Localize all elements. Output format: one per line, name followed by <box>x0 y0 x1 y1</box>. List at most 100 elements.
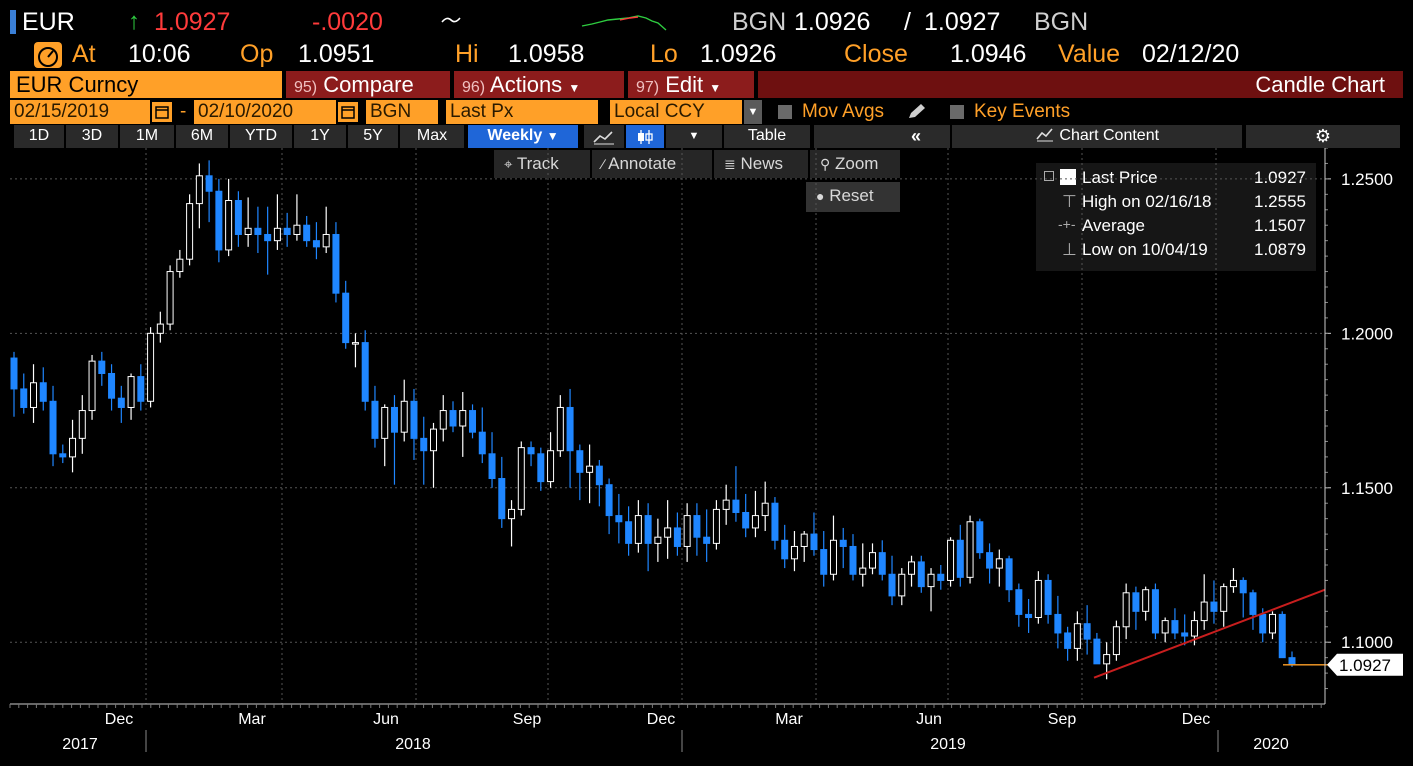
line-chart-icon[interactable] <box>584 125 624 148</box>
candle-body-up <box>869 552 877 569</box>
candle <box>527 441 535 467</box>
candle <box>673 512 681 556</box>
compare-button[interactable]: 95) Compare <box>286 71 450 98</box>
chart-style-dropdown-icon[interactable]: ▼ <box>666 125 722 148</box>
candle-body-up <box>1034 579 1042 619</box>
currency-value: Local CCY <box>614 101 705 122</box>
candle-body-down <box>781 539 789 560</box>
high-value: 1.0958 <box>508 40 585 68</box>
candle <box>69 419 77 473</box>
candle-body-down <box>205 175 213 192</box>
calendar-icon[interactable] <box>152 102 172 122</box>
candle <box>976 518 984 559</box>
candle-body-down <box>644 515 652 544</box>
open-value: 1.0951 <box>298 40 375 68</box>
calendar-icon[interactable] <box>338 102 358 122</box>
gauge-icon[interactable] <box>34 42 62 68</box>
price-field-select[interactable]: Last Px <box>446 100 598 124</box>
chart-content-icon <box>1036 128 1053 142</box>
candle-body-up <box>195 175 203 205</box>
candle-body-down <box>234 200 242 235</box>
candle-body-down <box>693 515 701 538</box>
period-5y[interactable]: 5Y <box>348 125 398 148</box>
candle <box>371 385 379 448</box>
reset-button[interactable]: ● Reset <box>806 182 900 212</box>
average-marker-icon: -+- <box>1058 216 1076 232</box>
period-6m[interactable]: 6M <box>176 125 228 148</box>
candle-chart[interactable]: 1.0927 1.2500 1.2000 1.1500 1.1000 Dec Mar Ju… <box>0 148 1413 766</box>
candle <box>127 373 135 420</box>
edit-button[interactable]: 97) Edit ▼ <box>628 71 754 98</box>
candle <box>839 527 847 569</box>
period-max[interactable]: Max <box>400 125 464 148</box>
table-button[interactable]: Table <box>724 125 810 148</box>
candle <box>1181 614 1189 646</box>
candle-body-up <box>30 382 38 408</box>
candle-body-down <box>673 527 681 547</box>
candle-body-up <box>381 406 389 439</box>
candle-body-up <box>176 258 184 273</box>
candle-body-down <box>98 360 106 374</box>
settings-gear-button[interactable]: ⚙ <box>1246 125 1400 148</box>
currency-dropdown-icon[interactable]: ▼ <box>744 100 762 124</box>
period-3d[interactable]: 3D <box>66 125 118 148</box>
candle-body-down <box>1064 632 1072 649</box>
period-ytd[interactable]: YTD <box>230 125 292 148</box>
ask-price: 1.0927 <box>924 8 1001 36</box>
collapse-panel-icon[interactable]: « <box>910 126 921 146</box>
legend-collapse-icon[interactable] <box>1044 171 1054 181</box>
ask-source: BGN <box>1034 8 1089 36</box>
candle <box>322 206 330 254</box>
up-arrow-icon: ↑ <box>128 8 140 35</box>
candle <box>98 351 106 386</box>
candle <box>829 515 837 581</box>
compare-label: Compare <box>323 72 414 97</box>
candle-body-up <box>1122 592 1130 628</box>
period-1m[interactable]: 1M <box>120 125 174 148</box>
start-date-field[interactable]: 02/15/2019 <box>10 100 150 124</box>
annotate-button[interactable]: ∕ Annotate <box>592 150 712 178</box>
period-1d[interactable]: 1D <box>14 125 64 148</box>
candle <box>186 194 194 266</box>
frequency-select[interactable]: Weekly ▼ <box>468 125 578 148</box>
candle <box>849 534 857 581</box>
candle <box>225 178 233 257</box>
period-1y[interactable]: 1Y <box>294 125 346 148</box>
security-field[interactable]: EUR Curncy <box>10 71 282 98</box>
candle <box>761 481 769 532</box>
candle <box>566 388 574 488</box>
candle <box>108 364 116 411</box>
candle-body-down <box>605 484 613 517</box>
chart-grid <box>10 148 1325 704</box>
at-value: 10:06 <box>128 40 191 68</box>
chart-content-button[interactable]: Chart Content <box>952 125 1242 148</box>
edit-dropdown-icon: ▼ <box>709 81 722 95</box>
candle <box>800 531 808 562</box>
candle-body-down <box>371 400 379 439</box>
period-bar: 1D 3D 1M 6M YTD 1Y 5Y Max Weekly ▼ ▼ Tab… <box>0 125 1413 148</box>
key-events-checkbox[interactable] <box>950 105 964 119</box>
zoom-button[interactable]: ⚲ Zoom <box>810 150 900 178</box>
candle <box>517 441 525 516</box>
candle <box>439 395 447 442</box>
candle-body-down <box>254 227 262 235</box>
mov-avgs-checkbox[interactable] <box>778 105 792 119</box>
candle <box>556 395 564 457</box>
pencil-icon[interactable] <box>906 103 928 121</box>
trendline[interactable] <box>1093 588 1326 679</box>
x-year-label: 2019 <box>930 736 966 753</box>
sparkline-icon <box>581 15 667 31</box>
ticker-symbol: EUR <box>22 8 75 36</box>
high-label: Hi <box>455 40 479 68</box>
end-date-field[interactable]: 02/10/2020 <box>194 100 336 124</box>
actions-button[interactable]: 96) Actions ▼ <box>454 71 624 98</box>
candle <box>664 500 672 559</box>
news-button[interactable]: ≣ News <box>714 150 808 178</box>
candle-body-down <box>937 573 945 581</box>
candle-body-down <box>849 545 857 575</box>
candle <box>693 503 701 556</box>
pricing-source-field[interactable]: BGN <box>366 100 438 124</box>
currency-select[interactable]: Local CCY <box>610 100 742 124</box>
candle-body-down <box>917 561 925 588</box>
candle-chart-icon[interactable] <box>626 125 664 148</box>
